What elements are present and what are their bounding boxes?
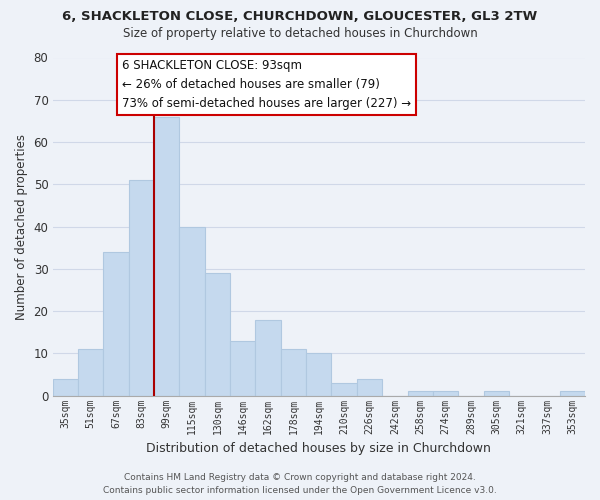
Bar xyxy=(128,180,154,396)
X-axis label: Distribution of detached houses by size in Churchdown: Distribution of detached houses by size … xyxy=(146,442,491,455)
Bar xyxy=(256,320,281,396)
Bar xyxy=(205,273,230,396)
Bar xyxy=(331,383,357,396)
Bar xyxy=(407,392,433,396)
Bar xyxy=(560,392,585,396)
Text: Contains HM Land Registry data © Crown copyright and database right 2024.
Contai: Contains HM Land Registry data © Crown c… xyxy=(103,474,497,495)
Bar xyxy=(230,340,256,396)
Bar xyxy=(433,392,458,396)
Bar xyxy=(154,116,179,396)
Bar xyxy=(53,378,78,396)
Bar xyxy=(306,354,331,396)
Text: 6, SHACKLETON CLOSE, CHURCHDOWN, GLOUCESTER, GL3 2TW: 6, SHACKLETON CLOSE, CHURCHDOWN, GLOUCES… xyxy=(62,10,538,23)
Bar xyxy=(179,226,205,396)
Text: 6 SHACKLETON CLOSE: 93sqm
← 26% of detached houses are smaller (79)
73% of semi-: 6 SHACKLETON CLOSE: 93sqm ← 26% of detac… xyxy=(122,59,411,110)
Bar xyxy=(484,392,509,396)
Bar xyxy=(357,378,382,396)
Bar xyxy=(103,252,128,396)
Text: Size of property relative to detached houses in Churchdown: Size of property relative to detached ho… xyxy=(122,28,478,40)
Bar xyxy=(78,349,103,396)
Y-axis label: Number of detached properties: Number of detached properties xyxy=(15,134,28,320)
Bar xyxy=(281,349,306,396)
